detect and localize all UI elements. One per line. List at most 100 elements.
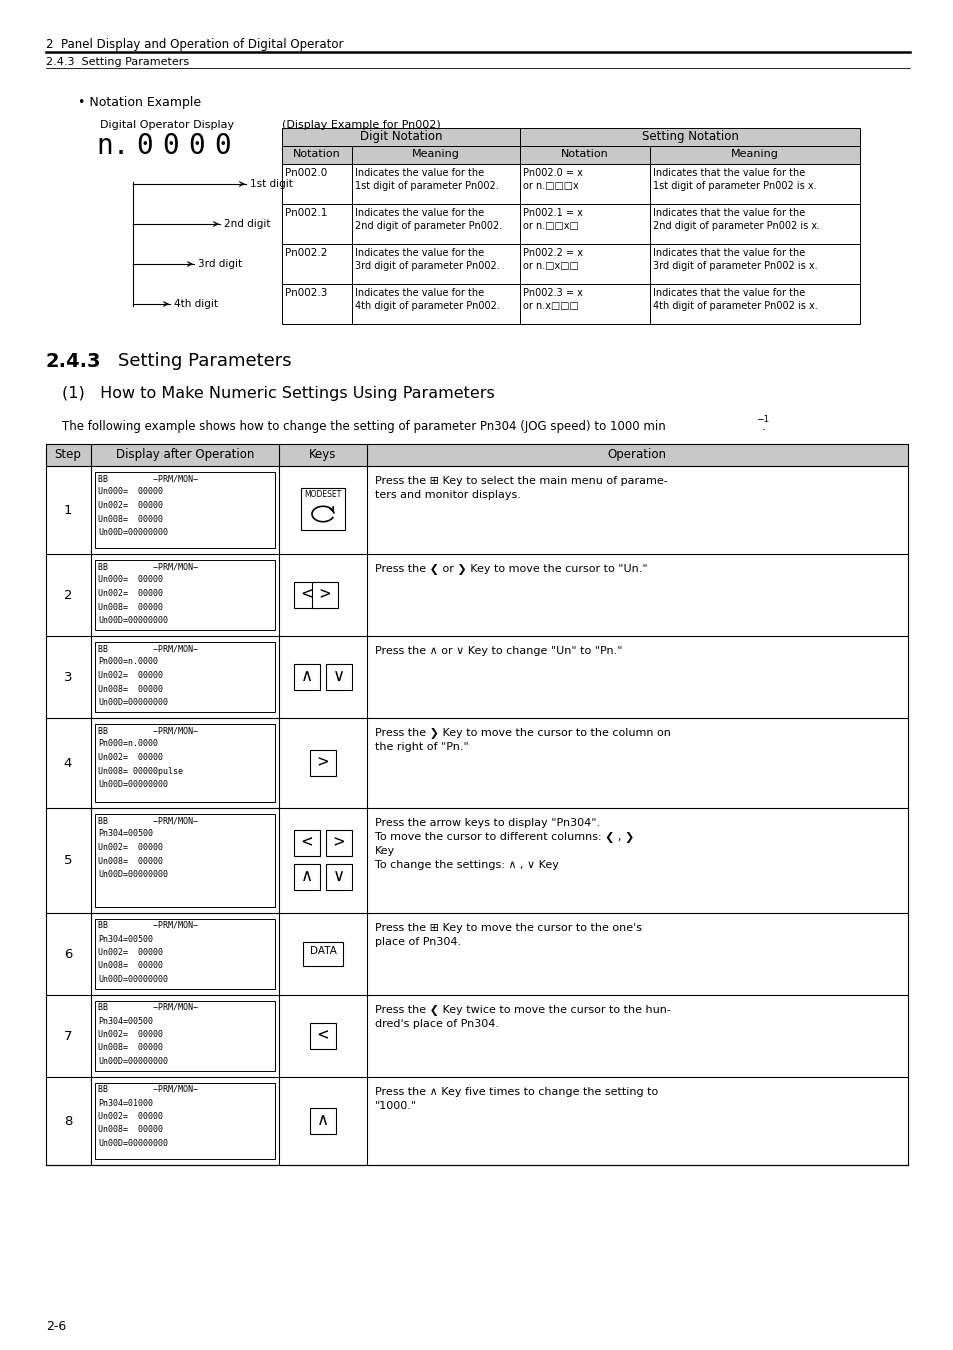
Text: Pn002.3 = x: Pn002.3 = x	[522, 288, 582, 298]
Text: Un002=  00000: Un002= 00000	[98, 753, 163, 761]
Text: Press the ∧ or ∨ Key to change "Un" to "Pn.": Press the ∧ or ∨ Key to change "Un" to "…	[375, 647, 622, 656]
Text: >: >	[334, 833, 344, 851]
Text: 2.4.3  Setting Parameters: 2.4.3 Setting Parameters	[46, 57, 189, 68]
Text: ∨: ∨	[333, 667, 345, 684]
Text: or n.x□□□: or n.x□□□	[522, 301, 578, 310]
Text: 2nd digit: 2nd digit	[224, 219, 271, 230]
Text: 4th digit: 4th digit	[173, 298, 218, 309]
Text: BB         −PRM/MON−: BB −PRM/MON−	[98, 1003, 198, 1012]
Text: Un002=  00000: Un002= 00000	[98, 948, 163, 957]
Bar	[294, 864, 319, 890]
Text: 6: 6	[64, 948, 72, 961]
Text: 5: 5	[64, 855, 72, 867]
Text: Indicates the value for the: Indicates the value for the	[355, 208, 483, 217]
Text: 0: 0	[188, 132, 205, 161]
Text: Un002=  00000: Un002= 00000	[98, 501, 163, 510]
Text: >: >	[317, 753, 328, 771]
Text: Meaning: Meaning	[412, 148, 459, 159]
Text: Un000=  00000: Un000= 00000	[98, 575, 163, 585]
Text: ∧: ∧	[300, 667, 313, 684]
Text: BB         −PRM/MON−: BB −PRM/MON−	[98, 726, 198, 734]
Bar	[46, 1077, 907, 1165]
Text: Key: Key	[375, 846, 395, 856]
Text: MODESET: MODESET	[304, 490, 341, 500]
Text: 1st digit of parameter Pn002 is x.: 1st digit of parameter Pn002 is x.	[652, 181, 816, 190]
Text: Press the ❮ or ❯ Key to move the cursor to "Un.": Press the ❮ or ❯ Key to move the cursor …	[375, 564, 647, 575]
Text: Meaning: Meaning	[730, 148, 778, 159]
Text: Un008=  00000: Un008= 00000	[98, 961, 163, 971]
Text: Keys: Keys	[309, 448, 336, 460]
Text: 2nd digit of parameter Pn002.: 2nd digit of parameter Pn002.	[355, 221, 501, 231]
Text: Operation: Operation	[607, 448, 666, 460]
Text: Digital Operator Display: Digital Operator Display	[100, 120, 233, 130]
Text: DATA: DATA	[309, 946, 336, 956]
Text: Notation: Notation	[560, 148, 608, 159]
Text: 8: 8	[64, 1115, 72, 1129]
Bar	[310, 751, 335, 776]
Text: Press the ❮ Key twice to move the cursor to the hun-: Press the ❮ Key twice to move the cursor…	[375, 1004, 670, 1017]
Text: Step: Step	[54, 448, 81, 460]
Text: • Notation Example: • Notation Example	[78, 96, 201, 109]
Bar	[95, 919, 274, 990]
Text: Un002=  00000: Un002= 00000	[98, 671, 163, 680]
Text: Indicates that the value for the: Indicates that the value for the	[652, 167, 804, 178]
Text: BB         −PRM/MON−: BB −PRM/MON−	[98, 562, 198, 571]
Text: Pn000=n.0000: Pn000=n.0000	[98, 657, 158, 667]
Text: 3rd digit of parameter Pn002.: 3rd digit of parameter Pn002.	[355, 261, 499, 271]
Text: Indicates that the value for the: Indicates that the value for the	[652, 208, 804, 217]
Text: BB         −PRM/MON−: BB −PRM/MON−	[98, 644, 198, 653]
Bar	[519, 128, 859, 146]
Text: place of Pn304.: place of Pn304.	[375, 937, 460, 946]
Text: Indicates the value for the: Indicates the value for the	[355, 167, 483, 178]
Text: Un00D=00000000: Un00D=00000000	[98, 869, 168, 879]
Bar	[649, 146, 859, 163]
Bar	[95, 643, 274, 711]
Text: Pn002.3: Pn002.3	[285, 288, 327, 298]
Text: >: >	[319, 585, 330, 603]
Bar	[46, 995, 907, 1077]
Text: ∨: ∨	[333, 867, 345, 886]
Text: 0: 0	[162, 132, 178, 161]
Text: ∧: ∧	[300, 867, 313, 886]
Text: 1: 1	[64, 504, 72, 517]
Text: Pn000=n.0000: Pn000=n.0000	[98, 740, 158, 748]
Text: 7: 7	[64, 1030, 72, 1044]
Text: 3rd digit of parameter Pn002 is x.: 3rd digit of parameter Pn002 is x.	[652, 261, 817, 271]
Bar	[519, 284, 649, 324]
Text: Pn002.1: Pn002.1	[285, 208, 327, 217]
Bar	[294, 664, 319, 690]
Text: Indicates the value for the: Indicates the value for the	[355, 288, 483, 298]
Text: or n.□x□□: or n.□x□□	[522, 261, 578, 271]
Text: Pn304=00500: Pn304=00500	[98, 934, 152, 944]
Bar	[282, 163, 352, 204]
Bar	[46, 444, 907, 466]
Bar	[95, 1000, 274, 1071]
Text: BB         −PRM/MON−: BB −PRM/MON−	[98, 474, 198, 483]
Bar	[46, 718, 907, 809]
Text: −1: −1	[755, 414, 768, 424]
Text: the right of "Pn.": the right of "Pn."	[375, 743, 468, 752]
Text: Un008=  00000: Un008= 00000	[98, 856, 163, 865]
Text: <: <	[301, 833, 313, 851]
Text: Notation: Notation	[293, 148, 340, 159]
Text: Setting Parameters: Setting Parameters	[118, 352, 292, 370]
Bar	[294, 830, 319, 856]
Bar	[352, 204, 519, 244]
Text: 4th digit of parameter Pn002.: 4th digit of parameter Pn002.	[355, 301, 499, 310]
Text: Pn002.0: Pn002.0	[285, 167, 327, 178]
Text: 0: 0	[136, 132, 152, 161]
Text: Press the ❯ Key to move the cursor to the column on: Press the ❯ Key to move the cursor to th…	[375, 728, 670, 738]
Text: Un008=  00000: Un008= 00000	[98, 602, 163, 612]
Bar	[95, 560, 274, 630]
Bar	[95, 724, 274, 802]
Text: To change the settings: ∧ , ∨ Key: To change the settings: ∧ , ∨ Key	[375, 860, 558, 869]
Bar	[46, 809, 907, 913]
Text: 2-6: 2-6	[46, 1320, 66, 1332]
Bar	[95, 814, 274, 907]
Text: BB         −PRM/MON−: BB −PRM/MON−	[98, 1085, 198, 1094]
Bar	[326, 830, 352, 856]
Text: Pn002.2: Pn002.2	[285, 248, 327, 258]
Bar	[282, 244, 352, 284]
Text: Un00D=00000000: Un00D=00000000	[98, 1139, 168, 1147]
Bar	[326, 664, 352, 690]
